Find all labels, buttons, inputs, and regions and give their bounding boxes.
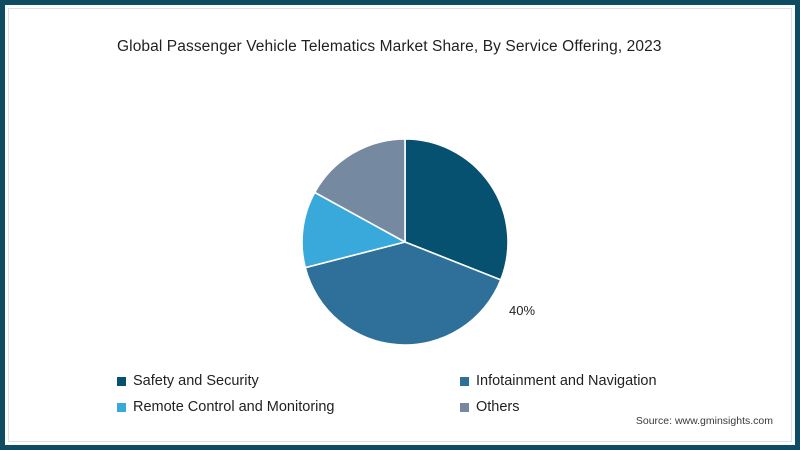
legend-item-label: Others <box>476 399 520 415</box>
pie-slice-label-infotainment-and-navigation: 40% <box>509 303 536 318</box>
pie-svg <box>301 138 509 346</box>
legend-item-others[interactable]: Others <box>460 399 710 416</box>
legend-item-infotainment-and-navigation[interactable]: Infotainment and Navigation <box>460 373 710 390</box>
legend-item-remote-control-and-monitoring[interactable]: Remote Control and Monitoring <box>117 399 460 416</box>
legend-row: Remote Control and Monitoring Others <box>117 399 717 425</box>
pie-slice[interactable] <box>313 138 406 244</box>
legend-item-label: Infotainment and Navigation <box>476 373 657 389</box>
pie-slice[interactable] <box>301 191 408 269</box>
legend-item-label: Remote Control and Monitoring <box>133 399 335 415</box>
pie-chart <box>301 138 509 346</box>
page-title: Global Passenger Vehicle Telematics Mark… <box>117 38 662 55</box>
legend-swatch-icon <box>460 403 469 412</box>
legend: Safety and Security Infotainment and Nav… <box>117 373 717 425</box>
source-attribution: Source: www.gminsights.com <box>635 415 773 427</box>
legend-swatch-icon <box>117 403 126 412</box>
legend-swatch-icon <box>117 377 126 386</box>
legend-item-safety-and-security[interactable]: Safety and Security <box>117 373 460 390</box>
legend-row: Safety and Security Infotainment and Nav… <box>117 373 717 399</box>
pie-slice[interactable] <box>304 241 502 346</box>
legend-item-label: Safety and Security <box>133 373 259 389</box>
pie-slice[interactable] <box>404 138 509 281</box>
legend-swatch-icon <box>460 377 469 386</box>
